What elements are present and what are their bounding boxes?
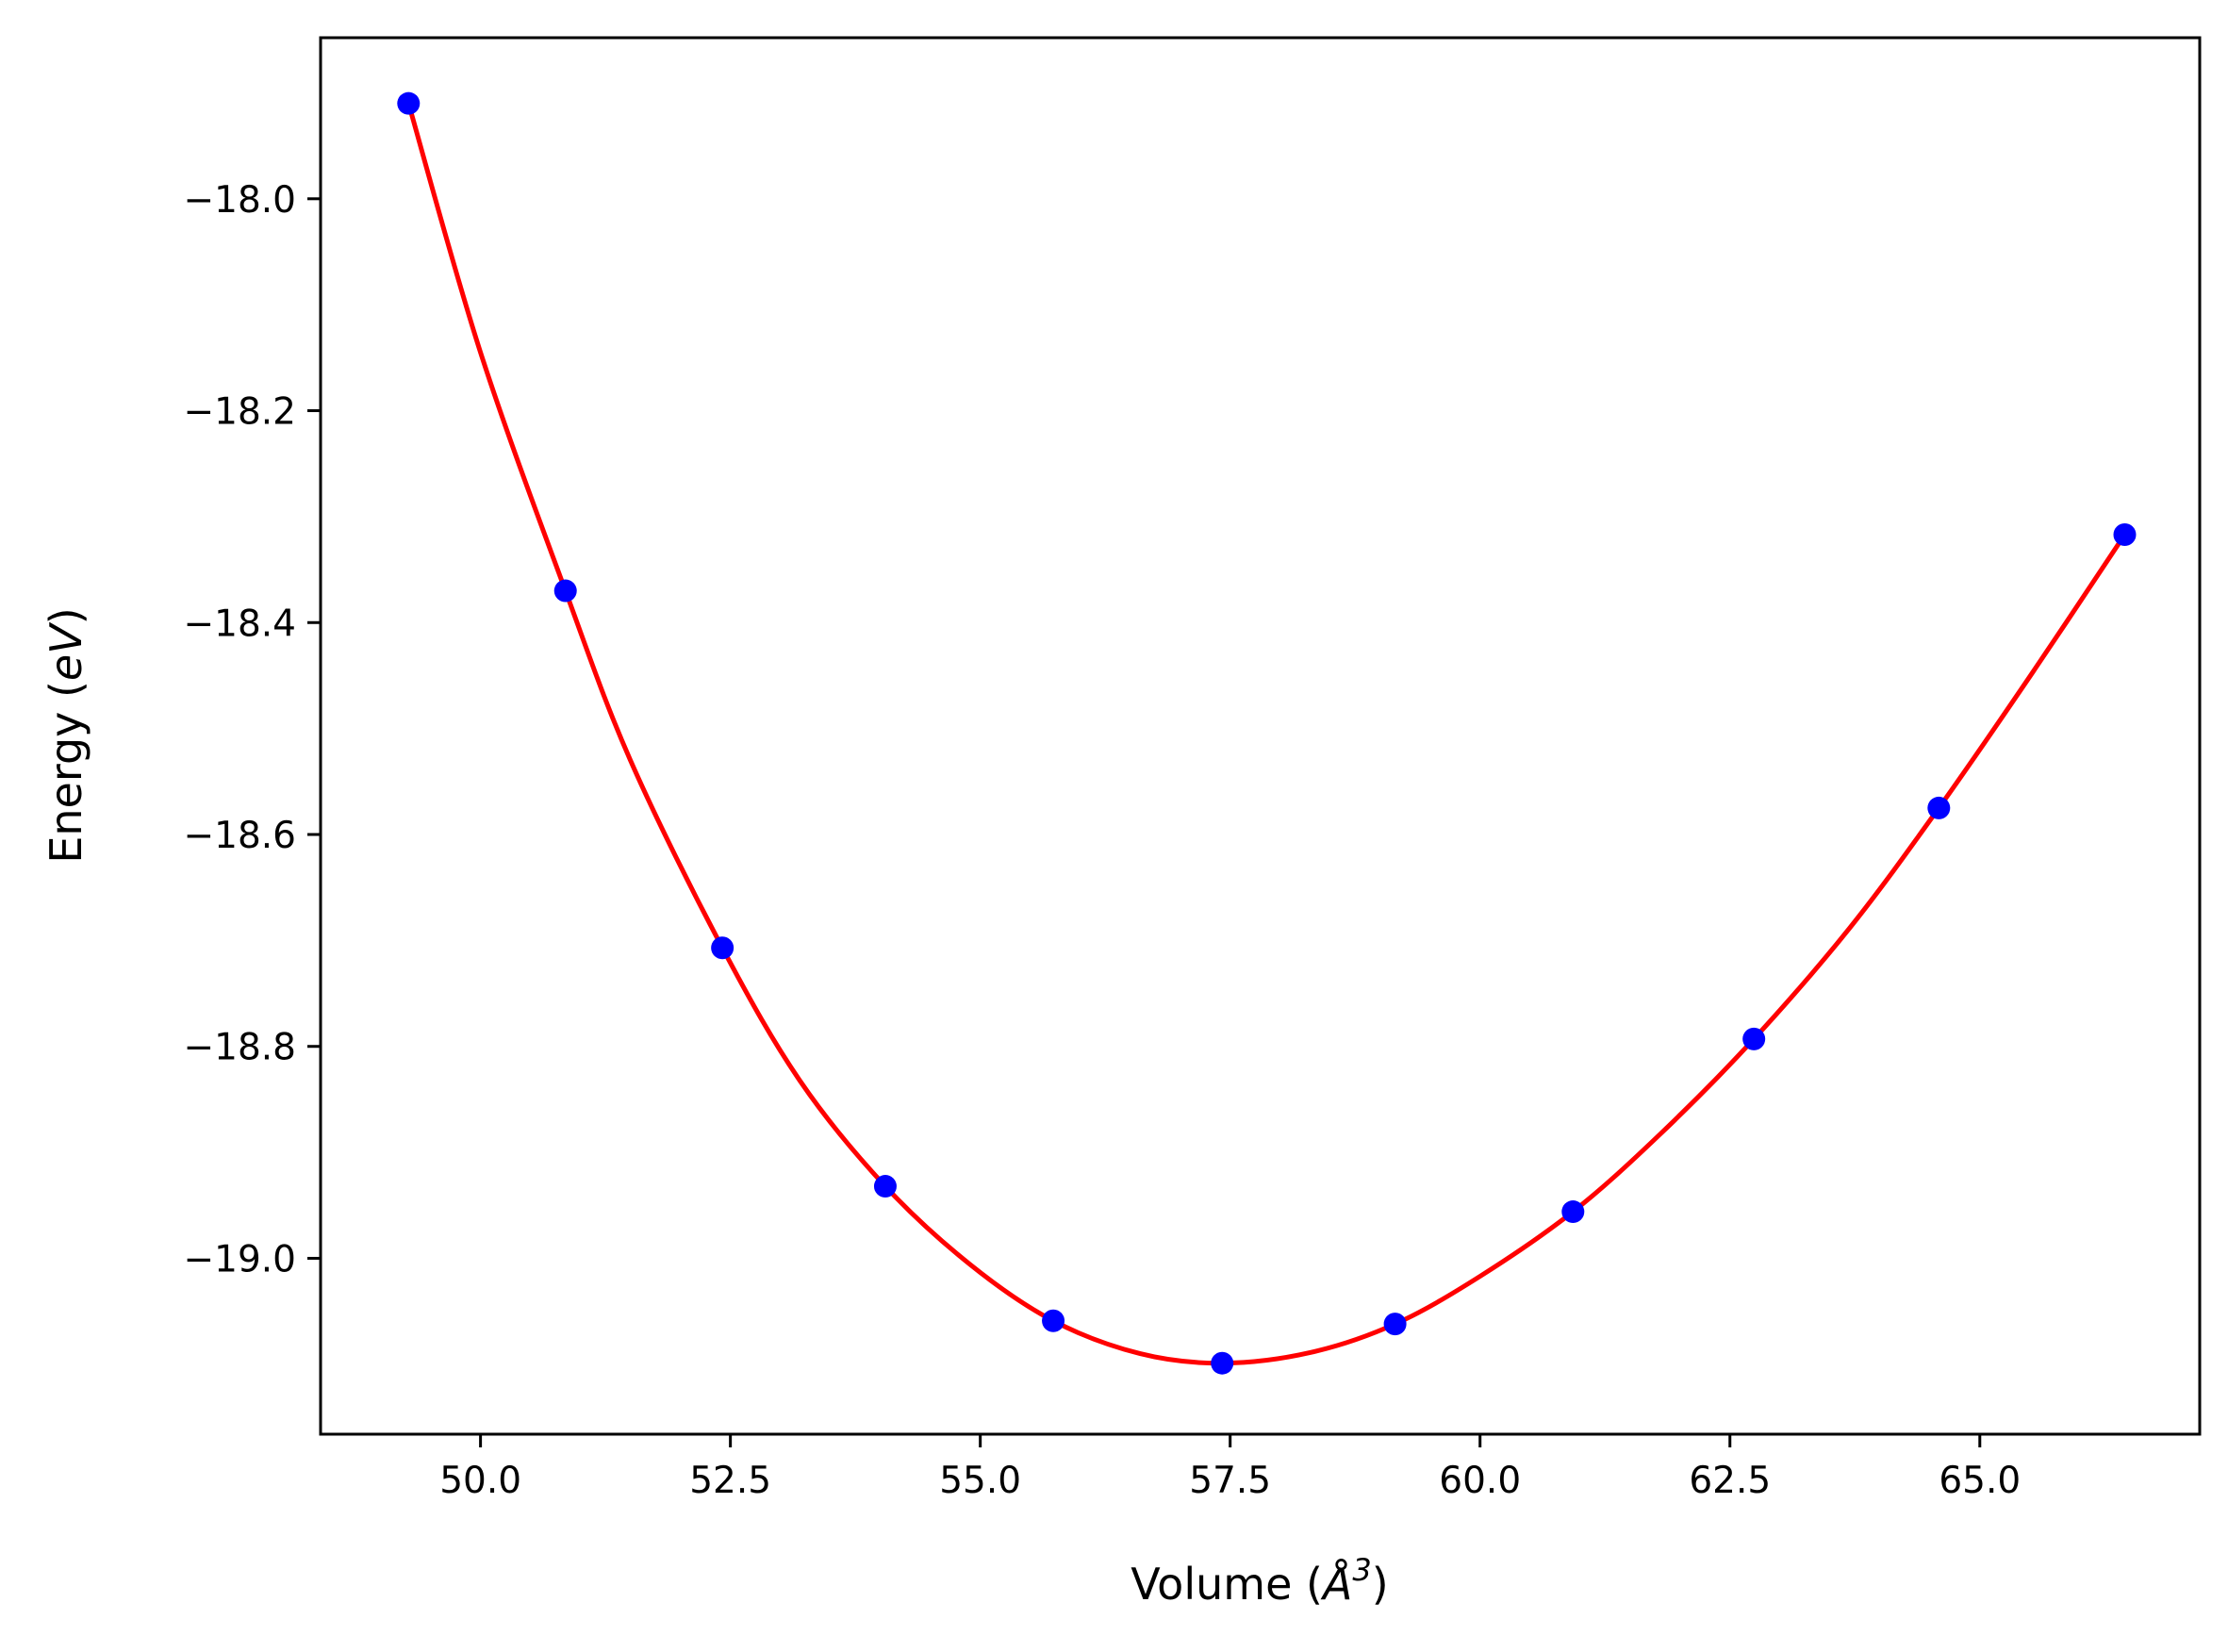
x-tick-label: 52.5 [689, 1460, 771, 1502]
data-point [2113, 523, 2137, 546]
x-axis-label: Volume (Å3) [1131, 1552, 1388, 1610]
x-axis-ticks: 50.0 52.5 55.0 57.5 60.0 62.5 65.0 [439, 1434, 2021, 1502]
data-point [553, 579, 577, 603]
y-axis-label-suffix: ) [41, 607, 91, 624]
data-point [1561, 1200, 1585, 1224]
data-point [873, 1175, 897, 1198]
plot-layer [397, 91, 2137, 1375]
y-axis-label-prefix: Energy ( [41, 681, 91, 864]
y-axis-ticks: −18.0 −18.2 −18.4 −18.6 −18.8 −19.0 [183, 179, 321, 1280]
x-tick-label: 55.0 [939, 1460, 1021, 1502]
x-axis-label-superscript: 3 [1352, 1552, 1371, 1588]
y-tick-label: −18.8 [183, 1027, 296, 1069]
data-point [1383, 1313, 1407, 1336]
x-tick-label: 50.0 [439, 1460, 521, 1502]
y-tick-label: −19.0 [183, 1238, 296, 1280]
x-axis-label-prefix: Volume ( [1131, 1559, 1323, 1610]
y-tick-label: −18.2 [183, 391, 296, 434]
y-axis-label-unit: eV [41, 621, 91, 681]
x-axis-label-symbol: Å [1320, 1559, 1352, 1610]
data-point [1742, 1027, 1766, 1050]
data-point [1927, 796, 1951, 819]
x-tick-label: 60.0 [1439, 1460, 1521, 1502]
data-point [1042, 1309, 1065, 1332]
x-tick-label: 62.5 [1689, 1460, 1771, 1502]
data-point [397, 91, 421, 115]
y-tick-label: −18.0 [183, 179, 296, 222]
x-axis-label-suffix: ) [1372, 1559, 1389, 1610]
data-point [711, 936, 734, 960]
x-tick-label: 65.0 [1939, 1460, 2021, 1502]
x-tick-label: 57.5 [1189, 1460, 1271, 1502]
data-point [1211, 1351, 1234, 1375]
y-tick-label: −18.6 [183, 815, 296, 857]
y-tick-label: −18.4 [183, 603, 296, 645]
plot-area-frame [319, 36, 2202, 1436]
y-axis-label: Energy (eV) [41, 607, 91, 863]
fit-curve-line [405, 102, 2127, 1366]
